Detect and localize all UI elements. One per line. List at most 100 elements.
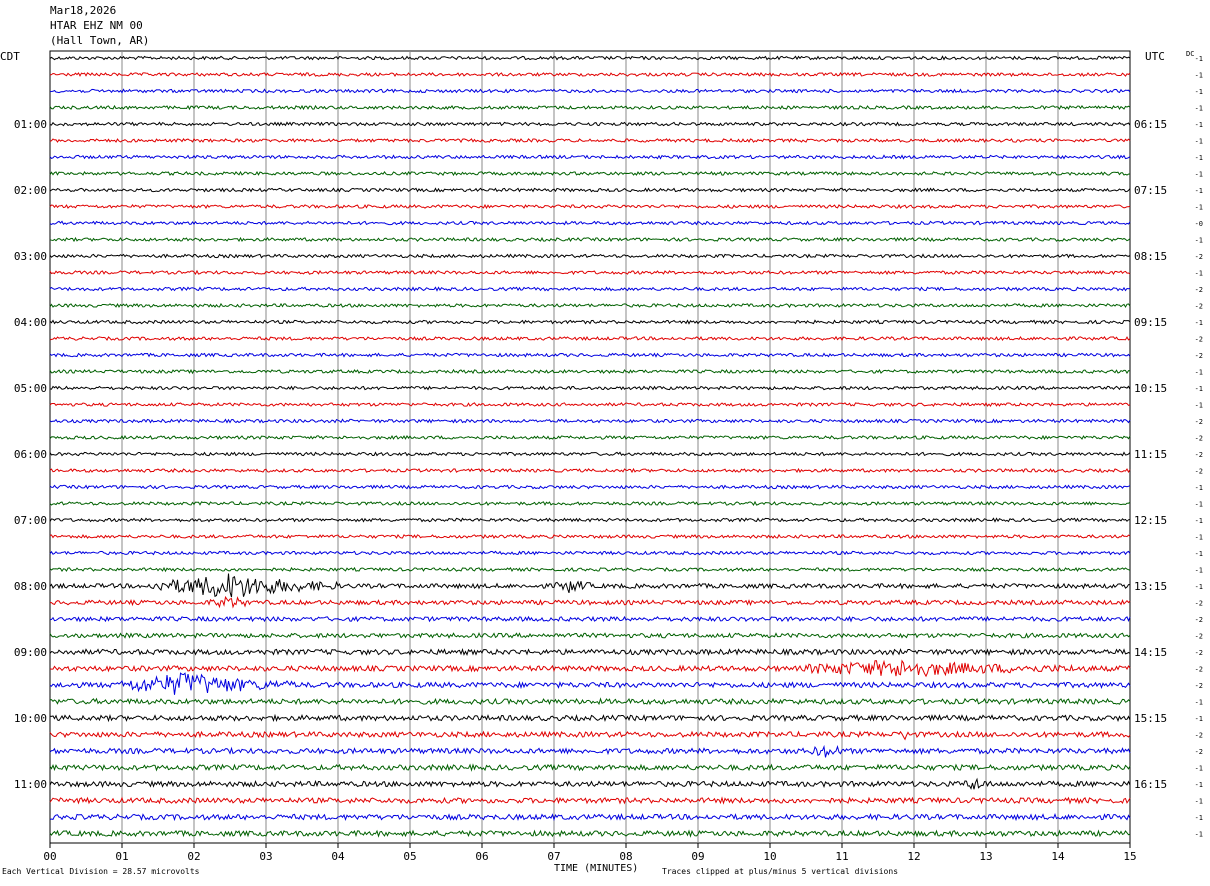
trace-46 (49, 812, 1131, 822)
left-hour-label: 02:00 (14, 184, 47, 197)
dc-offset-label: -1 (1195, 72, 1203, 80)
dc-offset-label: -1 (1195, 154, 1203, 162)
dc-offset-label: -1 (1195, 814, 1203, 822)
trace-13 (49, 269, 1131, 276)
trace-19 (49, 368, 1131, 375)
trace-42 (49, 744, 1131, 758)
dc-offset-label: -1 (1195, 798, 1203, 806)
trace-5 (49, 137, 1131, 144)
trace-43 (49, 763, 1131, 772)
left-timezone-label: CDT (0, 50, 20, 63)
trace-29 (49, 533, 1131, 539)
dc-offset-label: -1 (1195, 484, 1203, 492)
right-hour-label: 09:15 (1134, 316, 1167, 329)
dc-offset-label: -1 (1195, 765, 1203, 773)
x-tick-label: 14 (1051, 850, 1065, 863)
x-tick-label: 02 (187, 850, 200, 863)
trace-27 (49, 500, 1131, 507)
dc-offset-label: -1 (1195, 583, 1203, 591)
trace-24 (49, 451, 1131, 457)
dc-offset-label: -2 (1195, 666, 1203, 674)
dc-offset-label: -1 (1195, 385, 1203, 393)
trace-36 (49, 647, 1131, 657)
trace-21 (49, 401, 1131, 408)
dc-offset-label: -1 (1195, 402, 1203, 410)
dc-header: DC (1186, 50, 1194, 58)
left-hour-label: 10:00 (14, 712, 47, 725)
plot-frame (49, 50, 1131, 844)
right-hour-label: 14:15 (1134, 646, 1167, 659)
trace-6 (49, 154, 1131, 160)
trace-45 (49, 796, 1131, 805)
trace-30 (49, 550, 1131, 556)
right-hour-label: 12:15 (1134, 514, 1167, 527)
trace-25 (49, 467, 1131, 474)
dc-offset-label: -2 (1195, 336, 1203, 344)
dc-offset-label: -1 (1195, 204, 1203, 212)
trace-33 (50, 595, 1131, 609)
dc-offset-label: -2 (1195, 451, 1203, 459)
trace-37 (49, 659, 1131, 678)
trace-38 (49, 672, 1131, 695)
x-tick-label: 01 (115, 850, 128, 863)
trace-14 (49, 286, 1131, 292)
dc-offset-label: -1 (1195, 105, 1203, 113)
trace-47 (49, 829, 1131, 838)
x-tick-label: 15 (1123, 850, 1136, 863)
dc-offset-label: -2 (1195, 748, 1203, 756)
trace-3 (49, 104, 1131, 111)
left-hour-label: 07:00 (14, 514, 47, 527)
x-tick-label: 08 (619, 850, 632, 863)
trace-1 (49, 71, 1131, 78)
left-hour-label: 03:00 (14, 250, 47, 263)
left-hour-label: 06:00 (14, 448, 47, 461)
dc-offset-label: -2 (1195, 616, 1203, 624)
x-tick-label: 07 (547, 850, 560, 863)
x-tick-label: 05 (403, 850, 416, 863)
dc-offset-label: -2 (1195, 600, 1203, 608)
right-hour-label: 13:15 (1134, 580, 1167, 593)
dc-offset-label: -2 (1195, 435, 1203, 443)
trace-44 (49, 777, 1131, 790)
dc-offset-label: -1 (1195, 88, 1203, 96)
dc-offset-label: -2 (1195, 682, 1203, 690)
right-timezone-label: UTC (1145, 50, 1165, 63)
dc-offset-label: -2 (1195, 352, 1203, 360)
trace-26 (49, 484, 1131, 490)
x-tick-label: 10 (763, 850, 776, 863)
station-location: (Hall Town, AR) (50, 34, 150, 47)
dc-offset-label: -1 (1195, 831, 1203, 839)
dc-offset-label: -2 (1195, 732, 1203, 740)
trace-12 (49, 253, 1131, 259)
left-hour-label: 09:00 (14, 646, 47, 659)
trace-41 (49, 730, 1131, 741)
dc-offset-label: -1 (1195, 237, 1203, 245)
dc-offset-label: -1 (1195, 501, 1203, 509)
right-hour-label: 16:15 (1134, 778, 1167, 791)
dc-offset-label: -1 (1195, 517, 1203, 525)
clip-note: Traces clipped at plus/minus 5 vertical … (662, 867, 899, 876)
trace-2 (49, 88, 1131, 94)
x-tick-label: 11 (835, 850, 848, 863)
dc-offset-label: -1 (1195, 534, 1203, 542)
x-axis-title: TIME (MINUTES) (554, 863, 639, 874)
x-tick-label: 04 (331, 850, 345, 863)
trace-15 (49, 302, 1131, 309)
left-hour-label: 05:00 (14, 382, 47, 395)
x-tick-label: 03 (259, 850, 272, 863)
dc-offset-label: -1 (1195, 567, 1203, 575)
x-tick-label: 00 (43, 850, 56, 863)
left-hour-label: 08:00 (14, 580, 47, 593)
right-hour-label: 11:15 (1134, 448, 1167, 461)
dc-offset-label: -2 (1195, 253, 1203, 261)
x-tick-label: 13 (979, 850, 992, 863)
trace-11 (49, 236, 1131, 243)
trace-7 (49, 170, 1131, 177)
trace-28 (49, 517, 1131, 523)
trace-17 (49, 335, 1131, 342)
dc-offset-label: -1 (1195, 187, 1203, 195)
dc-offset-label: -1 (1195, 319, 1203, 327)
right-hour-label: 10:15 (1134, 382, 1167, 395)
dc-offset-label: -0 (1195, 220, 1203, 228)
